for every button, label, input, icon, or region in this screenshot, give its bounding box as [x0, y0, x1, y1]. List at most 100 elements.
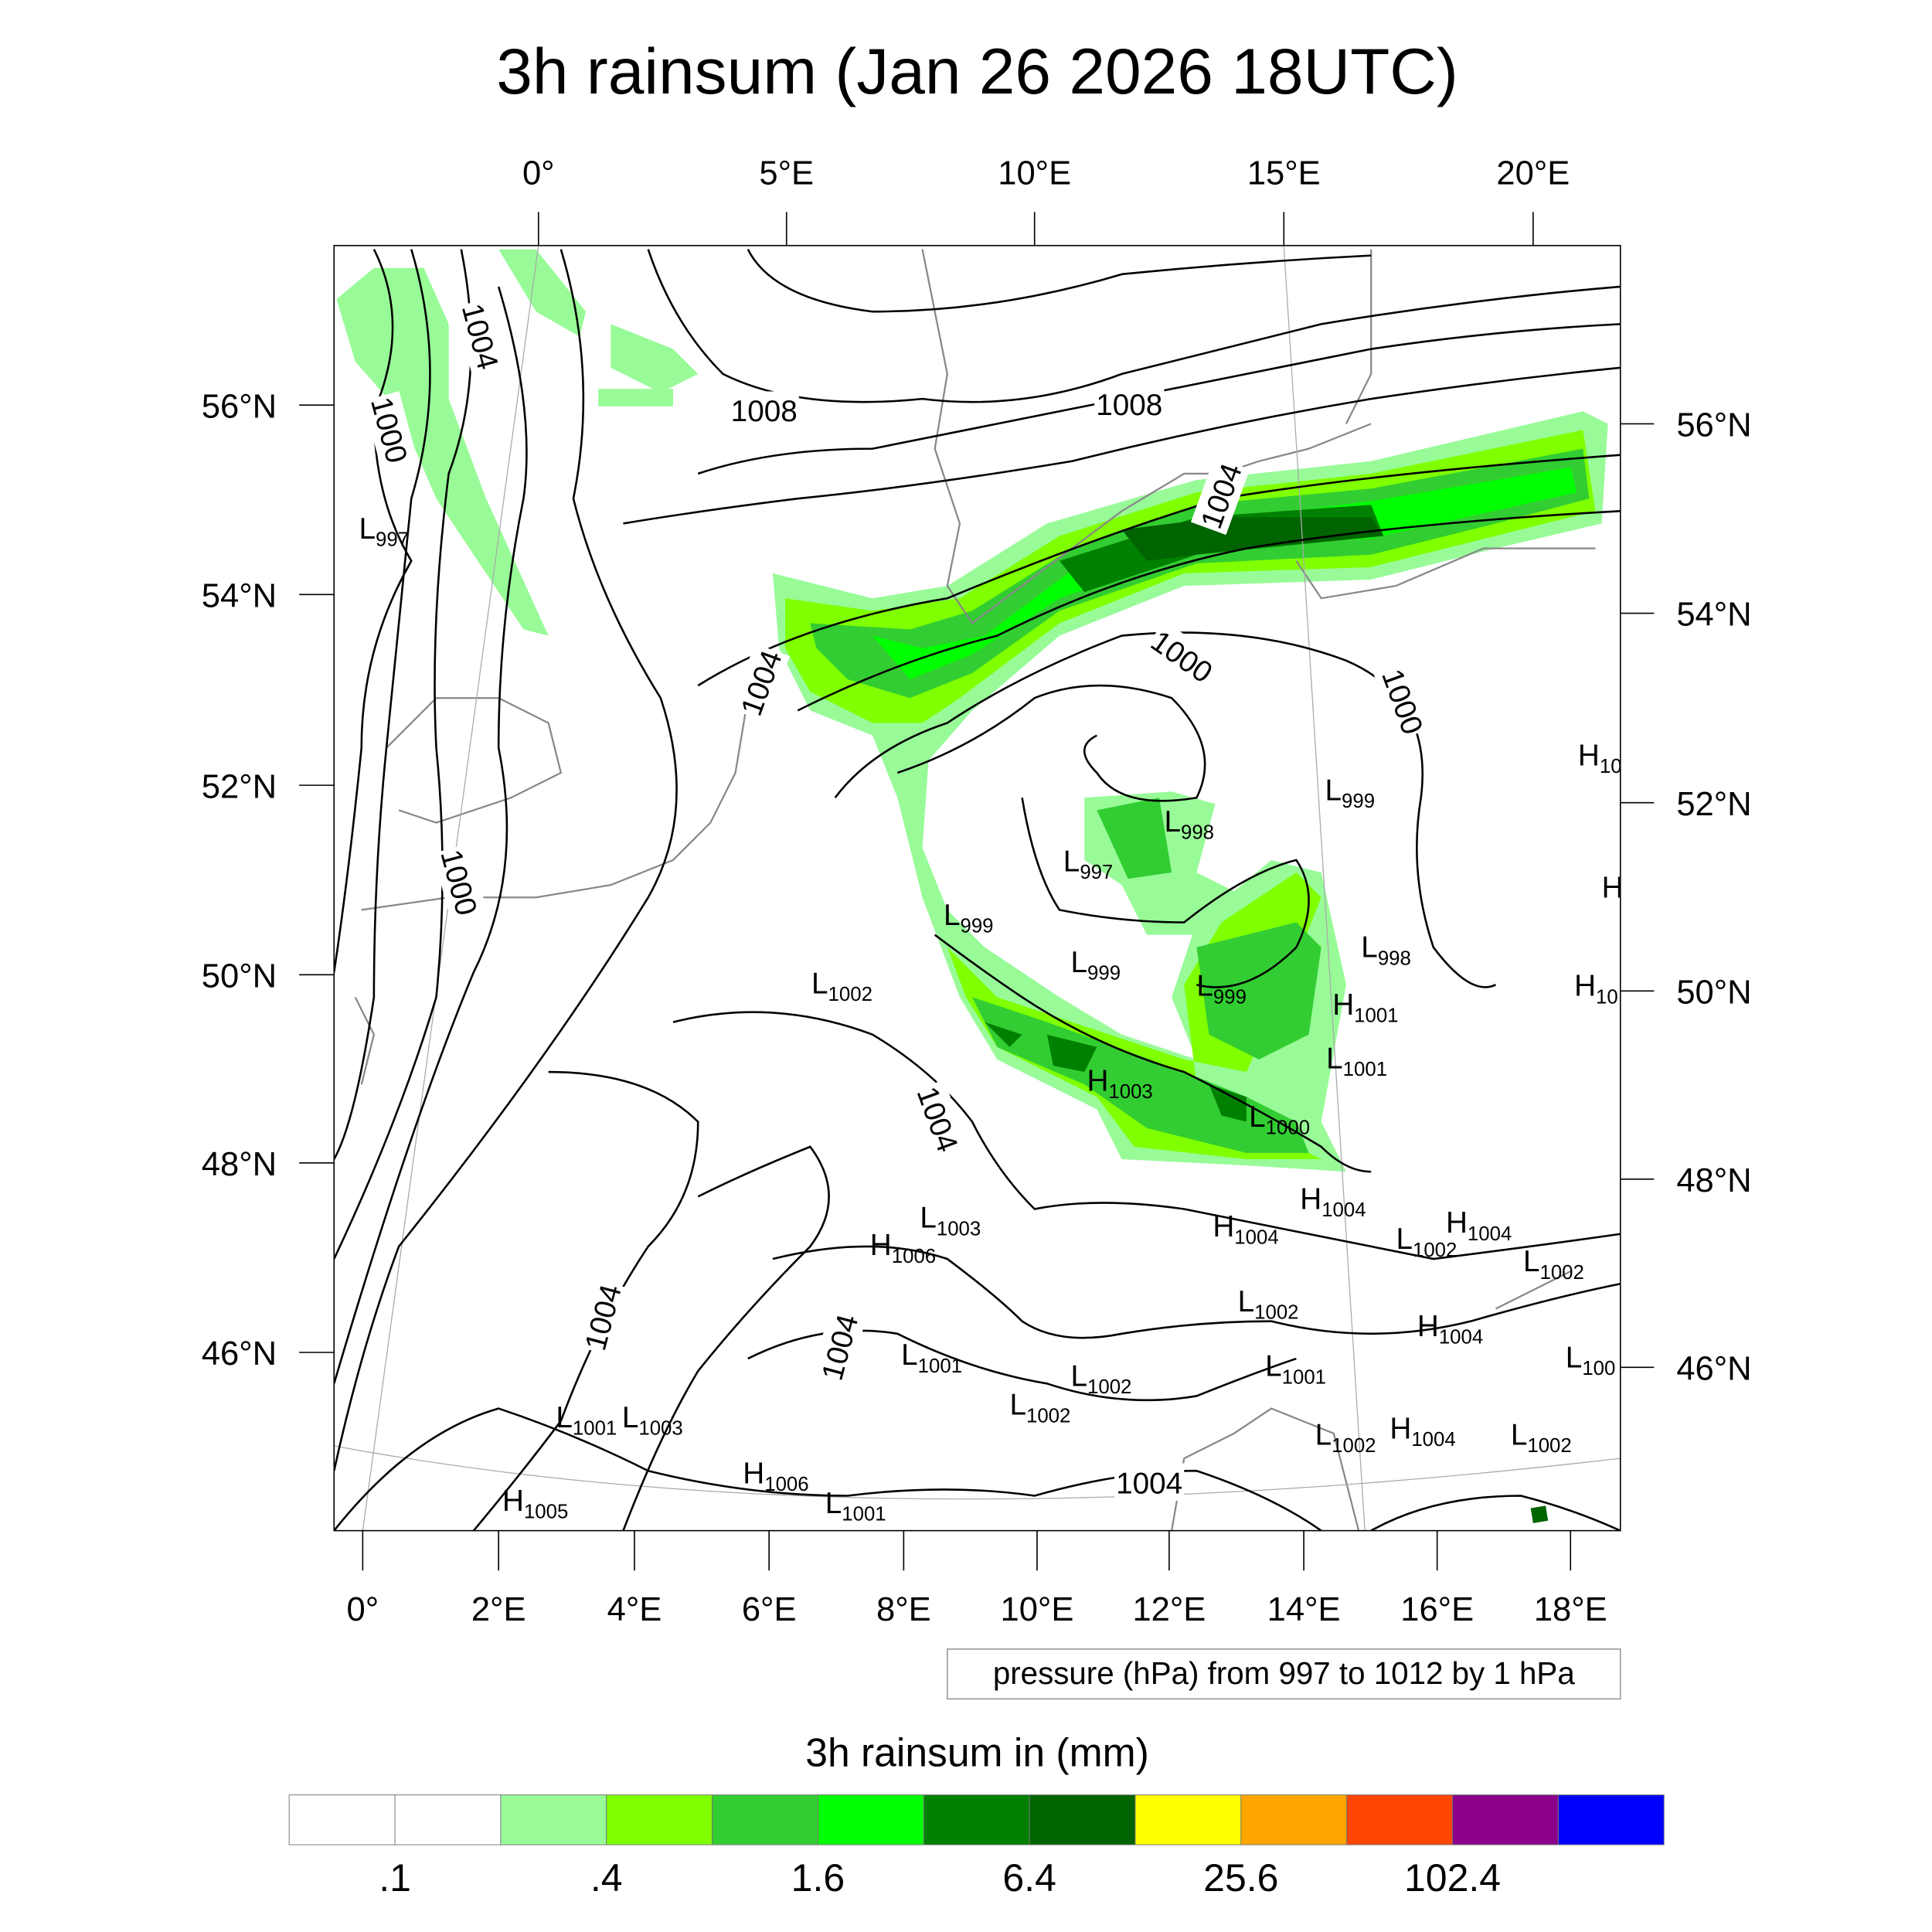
low-pressure-label: L100: [1566, 1341, 1616, 1379]
top-tick-label: 15°E: [1247, 155, 1321, 192]
colorbar-swatch: [1134, 1794, 1242, 1845]
colorbar-swatch: [712, 1794, 818, 1845]
right-tick-label: 56°N: [1676, 407, 1751, 444]
low-pressure-label: L1002: [1070, 1360, 1131, 1399]
left-tick-label: 46°N: [202, 1335, 277, 1372]
rain-area-bright-green: [872, 467, 1577, 680]
low-pressure-label: L999: [1196, 970, 1247, 1009]
colorbar-tick-label: .4: [590, 1856, 623, 1900]
svg-text:1004: 1004: [1116, 1467, 1182, 1500]
left-tick-label: 50°N: [202, 957, 277, 995]
colorbar-swatch: [288, 1794, 396, 1845]
low-pressure-label: L1001: [1265, 1350, 1326, 1389]
low-pressure-label: L1002: [1396, 1223, 1457, 1261]
bottom-tick-label: 2°E: [471, 1591, 526, 1628]
svg-text:1008: 1008: [731, 395, 798, 428]
low-pressure-label: L1002: [1523, 1245, 1584, 1284]
low-pressure-label: L999: [1325, 774, 1376, 812]
high-pressure-label: H1001: [1332, 988, 1398, 1027]
bottom-tick-label: 12°E: [1132, 1591, 1206, 1628]
colorbar-swatch: [1240, 1794, 1348, 1845]
low-pressure-label: L998: [1164, 805, 1214, 844]
colorbar-swatch: [500, 1794, 607, 1845]
colorbar-tick-label: .1: [379, 1856, 411, 1900]
low-pressure-label: L1001: [901, 1338, 962, 1377]
low-pressure-label: L999: [1070, 946, 1121, 985]
bottom-tick-label: 10°E: [1000, 1591, 1073, 1628]
left-tick-label: 48°N: [202, 1146, 277, 1183]
bottom-tick-label: 14°E: [1267, 1591, 1341, 1628]
contour-label: 1008: [729, 391, 799, 429]
left-tick-label: 52°N: [202, 768, 277, 805]
right-tick-label: 48°N: [1676, 1162, 1751, 1199]
colorbar-swatch: [1452, 1794, 1559, 1845]
colorbar-swatch: [606, 1794, 713, 1845]
colorbar-tick-label: 6.4: [1002, 1856, 1056, 1900]
high-pressure-label: H1003: [1087, 1064, 1152, 1103]
low-pressure-label: L1003: [622, 1401, 683, 1440]
low-pressure-label: L997: [359, 512, 410, 551]
low-pressure-label: L1000: [1249, 1100, 1310, 1139]
low-pressure-label: L1002: [1238, 1285, 1299, 1324]
low-pressure-label: L1002: [1511, 1418, 1572, 1457]
top-tick-label: 10°E: [998, 155, 1071, 192]
high-pressure-label: H1004: [1389, 1412, 1455, 1451]
contour-label: 1004: [1114, 1463, 1185, 1501]
right-tick-label: 52°N: [1676, 786, 1751, 823]
left-tick-label: 56°N: [202, 388, 277, 425]
low-pressure-label: L1001: [1326, 1042, 1387, 1080]
right-tick-label: 50°N: [1676, 974, 1751, 1011]
low-pressure-label: L998: [1361, 931, 1411, 970]
high-pressure-label: H1006: [743, 1457, 808, 1495]
high-pressure-label: H10: [1574, 970, 1618, 1009]
low-pressure-label: L999: [944, 899, 994, 937]
colorbar-tick-label: 25.6: [1203, 1856, 1278, 1900]
high-pressure-label: H: [1602, 871, 1624, 904]
colorbar-swatch: [394, 1794, 502, 1845]
legend-box: pressure (hPa) from 997 to 1012 by 1 hPa: [947, 1648, 1621, 1700]
colorbar-swatch: [817, 1794, 924, 1845]
low-pressure-label: L997: [1063, 845, 1114, 883]
colorbar-swatch: [1346, 1794, 1454, 1845]
low-pressure-label: L1001: [825, 1487, 886, 1526]
right-tick-label: 46°N: [1676, 1350, 1751, 1387]
high-pressure-label: H1005: [502, 1485, 568, 1523]
axes: 0° 2°E 4°E 6°E 8°E 10°E 12°E 14°E 16°E 18°E 0° 5°E 1…: [202, 155, 1752, 1628]
low-pressure-label: L1002: [811, 967, 872, 1005]
bottom-tick-label: 8°E: [876, 1591, 931, 1628]
top-tick-label: 5°E: [759, 155, 814, 192]
colorbar: .1 .4 1.6 6.4 25.6 102.4: [288, 1794, 1665, 1900]
top-tick-label: 0°: [522, 155, 555, 192]
bottom-tick-label: 6°E: [742, 1591, 797, 1628]
low-pressure-label: L1002: [1009, 1389, 1070, 1427]
top-tick-label: 20°E: [1496, 155, 1570, 192]
left-tick-label: 54°N: [202, 577, 277, 614]
bottom-tick-label: 18°E: [1534, 1591, 1607, 1628]
svg-text:1008: 1008: [1096, 389, 1162, 422]
high-pressure-label: H1004: [1446, 1206, 1512, 1245]
rain-area-light: [498, 249, 699, 406]
high-pressure-label: H1006: [870, 1229, 936, 1267]
bottom-tick-label: 0°: [347, 1591, 379, 1628]
contour-label: 1004: [575, 1278, 630, 1356]
colorbar-title: 3h rainsum in (mm): [805, 1730, 1149, 1774]
colorbar-tick-label: 102.4: [1404, 1856, 1501, 1900]
colorbar-tick-label: 1.6: [791, 1856, 845, 1900]
high-pressure-label: H1004: [1300, 1183, 1366, 1222]
high-pressure-label: H10: [1578, 739, 1622, 777]
colorbar-swatch: [1557, 1794, 1665, 1845]
low-pressure-label: L1003: [920, 1202, 981, 1240]
low-pressure-label: L1001: [556, 1401, 617, 1440]
legend-text: pressure (hPa) from 997 to 1012 by 1 hPa: [993, 1655, 1576, 1691]
chart-title: 3h rainsum (Jan 26 2026 18UTC): [496, 35, 1458, 107]
high-pressure-label: H1004: [1417, 1310, 1483, 1349]
high-pressure-label: H1004: [1213, 1210, 1278, 1249]
bottom-tick-label: 4°E: [607, 1591, 662, 1628]
low-pressure-label: L1002: [1315, 1418, 1376, 1457]
bottom-tick-label: 16°E: [1400, 1591, 1474, 1628]
contour-label: 1008: [1094, 385, 1165, 423]
